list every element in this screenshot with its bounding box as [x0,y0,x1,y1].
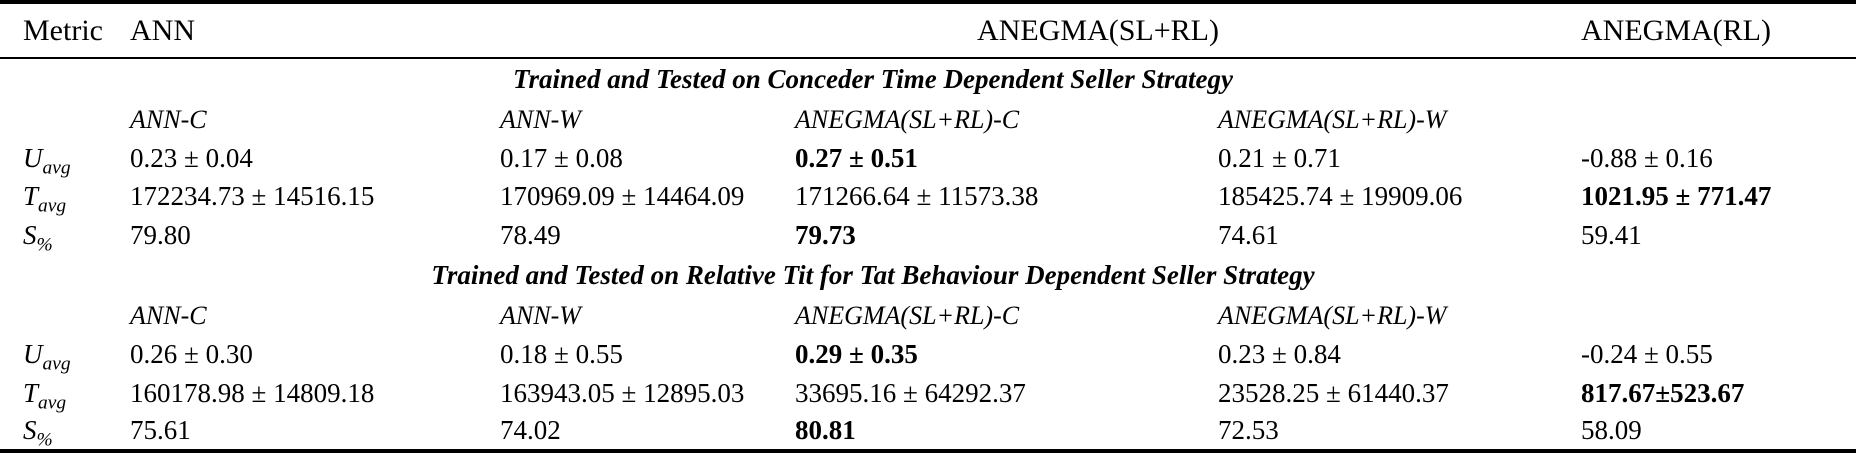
metric-symbol: U [23,339,43,370]
metric-symbol: S [23,219,37,250]
table-row: Tavg 172234.73 ± 14516.15 170969.09 ± 1446… [0,178,1856,216]
metric-label: Tavg [0,178,130,216]
metric-symbol: T [23,377,39,408]
value-cell: 163943.05 ± 12895.03 [500,377,745,408]
value-cell: 78.49 [500,219,561,250]
metric-symbol: U [23,142,43,173]
value-cell: 33695.16 ± 64292.37 [795,377,1026,408]
value-cell: 79.80 [130,219,191,250]
table-row: S% 75.61 74.02 80.81 72.53 58.09 [0,412,1856,451]
value-cell: 74.02 [500,415,561,446]
metric-label: S% [0,412,130,451]
subheader-cell: ANEGMA(SL+RL)-C [795,104,1020,134]
metric-subscript: avg [38,392,67,414]
section-title: Trained and Tested on Conceder Time Depe… [513,64,1233,95]
metric-label: Uavg [0,335,130,375]
value-cell: 23528.25 ± 61440.37 [1218,377,1449,408]
table-row: Uavg 0.26 ± 0.30 0.18 ± 0.55 0.29 ± 0.35 0.2… [0,335,1856,375]
table-row: Tavg 160178.98 ± 14809.18 163943.05 ± 1289… [0,374,1856,414]
subheader-spacer [0,101,130,139]
value-cell: 74.61 [1218,219,1279,250]
value-cell: 0.21 ± 0.71 [1218,142,1341,173]
value-cell: 0.23 ± 0.84 [1218,339,1341,370]
value-cell: 0.17 ± 0.08 [500,142,623,173]
subheader-cell: ANN-W [500,104,581,134]
subheader-cell: ANEGMA(SL+RL)-W [1218,104,1447,134]
value-cell: 160178.98 ± 14809.18 [130,377,375,408]
metric-label: Uavg [0,139,130,179]
subheader-cell: ANEGMA(SL+RL)-C [795,301,1020,331]
section-title-row: Trained and Tested on Relative Tit for T… [0,254,1856,297]
value-cell: 0.27 ± 0.51 [795,142,918,173]
value-cell: 0.18 ± 0.55 [500,339,623,370]
value-cell: 170969.09 ± 14464.09 [500,181,745,212]
value-cell: 817.67±523.67 [1581,377,1745,408]
value-cell: 172234.73 ± 14516.15 [130,181,375,212]
value-cell: 59.41 [1581,219,1642,250]
table-row: Uavg 0.23 ± 0.04 0.17 ± 0.08 0.27 ± 0.51 0.2… [0,139,1856,179]
subheader-cell: ANN-C [130,104,207,134]
subheader-row: ANN-C ANN-W ANEGMA(SL+RL)-C ANEGMA(SL+RL)-W [0,297,1856,335]
header-anegma-sl-rl: ANEGMA(SL+RL) [795,2,1581,59]
subheader-spacer [0,297,130,335]
header-metric: Metric [0,2,130,59]
value-cell: 1021.95 ± 771.47 [1581,181,1772,212]
metric-subscript: avg [38,195,67,217]
value-cell: 79.73 [795,219,856,250]
value-cell: 0.23 ± 0.04 [130,142,253,173]
value-cell: 0.26 ± 0.30 [130,339,253,370]
section-title: Trained and Tested on Relative Tit for T… [431,260,1315,291]
value-cell: 75.61 [130,415,191,446]
subheader-spacer [1581,297,1856,335]
table-row: S% 79.80 78.49 79.73 74.61 59.41 [0,216,1856,256]
metric-subscript: % [36,429,53,451]
section-title-row: Trained and Tested on Conceder Time Depe… [0,58,1856,101]
header-ann: ANN [130,2,795,59]
subheader-cell: ANEGMA(SL+RL)-W [1218,301,1447,331]
value-cell: 171266.64 ± 11573.38 [795,181,1039,212]
value-cell: -0.88 ± 0.16 [1581,142,1713,173]
subheader-row: ANN-C ANN-W ANEGMA(SL+RL)-C ANEGMA(SL+RL)-W [0,101,1856,139]
subheader-cell: ANN-C [130,301,207,331]
metric-subscript: avg [42,157,71,179]
metric-label: S% [0,216,130,256]
value-cell: 185425.74 ± 19909.06 [1218,181,1463,212]
metric-subscript: avg [42,353,71,375]
subheader-cell: ANN-W [500,301,581,331]
subheader-spacer [1581,101,1856,139]
value-cell: 72.53 [1218,415,1279,446]
value-cell: -0.24 ± 0.55 [1581,339,1713,370]
metric-subscript: % [36,234,53,256]
metric-symbol: S [23,415,37,446]
value-cell: 0.29 ± 0.35 [795,339,918,370]
metric-label: Tavg [0,374,130,414]
header-anegma-rl: ANEGMA(RL) [1581,2,1856,59]
metric-symbol: T [23,181,39,212]
header-row: Metric ANN ANEGMA(SL+RL) ANEGMA(RL) [0,2,1856,59]
value-cell: 58.09 [1581,415,1642,446]
table-body: Trained and Tested on Conceder Time Depe… [0,58,1856,451]
value-cell: 80.81 [795,415,856,446]
